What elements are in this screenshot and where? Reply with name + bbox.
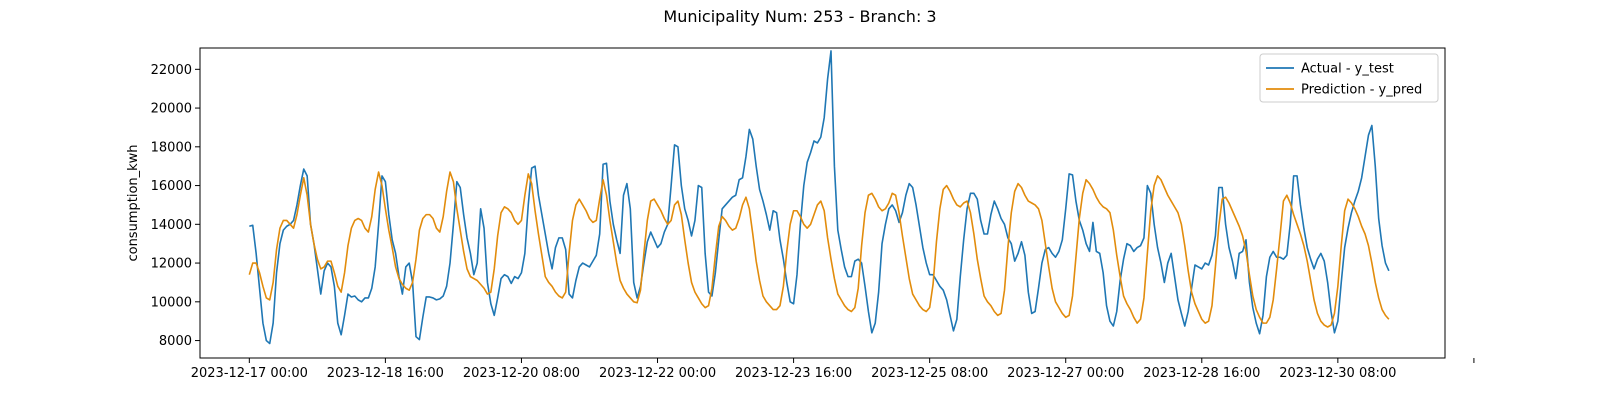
legend-label: Actual - y_test bbox=[1301, 62, 1394, 77]
y-axis-title: consumption_kwh bbox=[126, 144, 141, 261]
plot-area bbox=[199, 47, 1446, 359]
x-axis: 2023-12-17 00:00 2023-12-18 16:00 2023-12-… bbox=[191, 358, 1475, 381]
series-group bbox=[248, 50, 1390, 345]
x-tick-label: 2023-12-25 08:00 bbox=[871, 366, 988, 381]
x-tick-label: 2023-12-28 16:00 bbox=[1143, 366, 1260, 381]
y-tick-label: 8000 bbox=[159, 334, 192, 349]
plot-frame bbox=[199, 47, 1446, 359]
y-tick-label: 18000 bbox=[151, 140, 192, 155]
x-tick-label: 2023-12-30 08:00 bbox=[1279, 366, 1396, 381]
x-tick-label: 2023-12-22 00:00 bbox=[599, 366, 716, 381]
y-axis: 8000 10000 12000 14000 16000 18000 20000 22000 bbox=[151, 63, 200, 349]
chart-title: Municipality Num: 253 - Branch: 3 bbox=[663, 7, 936, 26]
y-tick-label: 22000 bbox=[151, 63, 192, 78]
y-tick-label: 10000 bbox=[151, 295, 192, 310]
y-tick-label: 12000 bbox=[151, 257, 192, 272]
x-tick-label: 2023-12-20 08:00 bbox=[463, 366, 580, 381]
y-tick-label: 16000 bbox=[151, 179, 192, 194]
x-tick-label: 2023-12-27 00:00 bbox=[1007, 366, 1124, 381]
x-tick-label: 2023-12-17 00:00 bbox=[191, 366, 308, 381]
x-tick-label: 2023-12-23 16:00 bbox=[735, 366, 852, 381]
series-line-actual bbox=[249, 50, 1390, 345]
series-line-prediction bbox=[248, 171, 1390, 328]
y-tick-label: 14000 bbox=[151, 218, 192, 233]
legend-box bbox=[1259, 53, 1439, 103]
x-tick-label: 2023-12-18 16:00 bbox=[327, 366, 444, 381]
legend-label: Prediction - y_pred bbox=[1301, 83, 1422, 98]
legend: Actual - y_test Prediction - y_pred bbox=[1259, 53, 1439, 103]
y-tick-label: 20000 bbox=[151, 102, 192, 117]
